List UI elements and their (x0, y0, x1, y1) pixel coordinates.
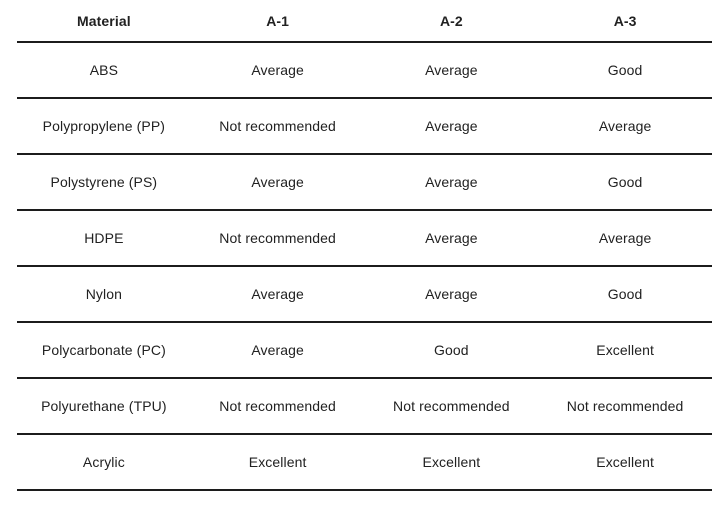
material-cell: ABS (17, 42, 191, 99)
material-compatibility-section: Material A-1 A-2 A-3 ABS Average Average… (17, 0, 712, 491)
rating-cell: Not recommended (190, 210, 365, 267)
rating-cell: Excellent (364, 434, 539, 491)
rating-cell: Average (364, 266, 539, 323)
rating-cell: Good (538, 266, 712, 323)
table-row-hdpe: HDPE Not recommended Average Average (17, 210, 712, 267)
table-row-acrylic: Acrylic Excellent Excellent Excellent (17, 434, 712, 491)
table-header-row: Material A-1 A-2 A-3 (17, 0, 712, 43)
table-row-polyurethane: Polyurethane (TPU) Not recommended Not r… (17, 378, 712, 435)
rating-cell: Not recommended (190, 378, 365, 435)
material-cell: HDPE (17, 210, 191, 267)
rating-cell: Excellent (538, 322, 712, 379)
column-header-a3: A-3 (538, 0, 712, 43)
column-header-a2: A-2 (364, 0, 539, 43)
rating-cell: Good (364, 322, 539, 379)
material-cell: Polyurethane (TPU) (17, 378, 191, 435)
rating-cell: Average (190, 266, 365, 323)
rating-cell: Good (538, 42, 712, 99)
rating-cell: Average (364, 42, 539, 99)
column-header-material: Material (17, 0, 191, 43)
rating-cell: Excellent (538, 434, 712, 491)
material-cell: Nylon (17, 266, 191, 323)
rating-cell: Average (538, 98, 712, 155)
material-cell: Polycarbonate (PC) (17, 322, 191, 379)
rating-cell: Good (538, 154, 712, 211)
rating-cell: Average (364, 154, 539, 211)
rating-cell: Average (364, 210, 539, 267)
rating-cell: Not recommended (190, 98, 365, 155)
rating-cell: Average (190, 322, 365, 379)
rating-cell: Average (364, 98, 539, 155)
table-row-abs: ABS Average Average Good (17, 42, 712, 99)
material-cell: Polypropylene (PP) (17, 98, 191, 155)
rating-cell: Excellent (190, 434, 365, 491)
rating-cell: Average (190, 154, 365, 211)
table-row-polycarbonate: Polycarbonate (PC) Average Good Excellen… (17, 322, 712, 379)
column-header-a1: A-1 (190, 0, 365, 43)
rating-cell: Average (538, 210, 712, 267)
table-body: ABS Average Average Good Polypropylene (… (17, 42, 712, 491)
material-cell: Polystyrene (PS) (17, 154, 191, 211)
table-row-nylon: Nylon Average Average Good (17, 266, 712, 323)
table-row-polystyrene: Polystyrene (PS) Average Average Good (17, 154, 712, 211)
rating-cell: Average (190, 42, 365, 99)
material-cell: Acrylic (17, 434, 191, 491)
table-row-polypropylene: Polypropylene (PP) Not recommended Avera… (17, 98, 712, 155)
rating-cell: Not recommended (364, 378, 539, 435)
rating-cell: Not recommended (538, 378, 712, 435)
material-compatibility-table: Material A-1 A-2 A-3 ABS Average Average… (17, 0, 712, 491)
